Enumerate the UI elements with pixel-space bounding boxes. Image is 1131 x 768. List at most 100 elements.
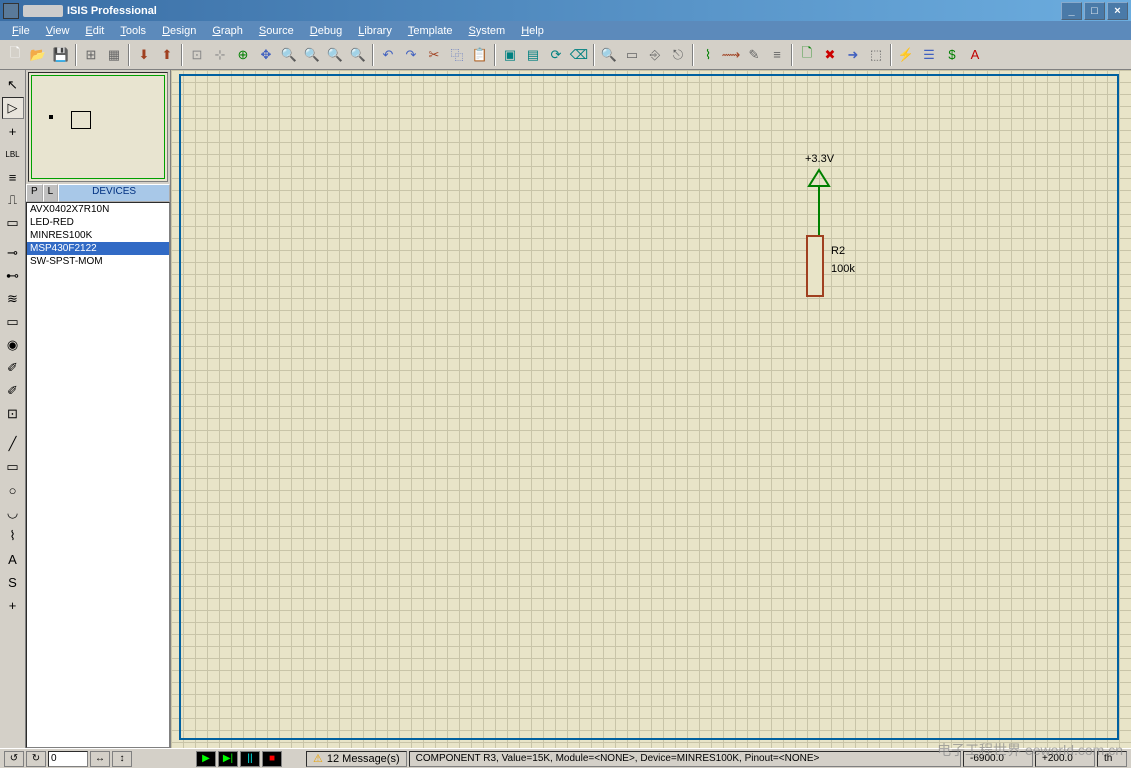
toolbar-bom-button[interactable]: $ [941, 44, 963, 66]
toolbar-zoomsel-button[interactable]: 🔍 [347, 44, 369, 66]
tool-subcircuit[interactable]: ▭ [2, 212, 24, 234]
tool-probe-v[interactable]: ✐ [2, 357, 24, 379]
toolbar-search-button[interactable]: ✎ [743, 44, 765, 66]
tool-arc[interactable]: ◡ [2, 502, 24, 524]
tool-textlabel[interactable]: A [2, 548, 24, 570]
tool-tape[interactable]: ▭ [2, 311, 24, 333]
toolbar-cut-button[interactable]: ✂ [423, 44, 445, 66]
tool-instrument[interactable]: ⊡ [2, 403, 24, 425]
tool-graph[interactable]: ≋ [2, 288, 24, 310]
flip-h-button[interactable]: ↔ [90, 751, 110, 767]
toolbar-import-button[interactable]: ⬇ [133, 44, 155, 66]
toolbar-delsheet-button[interactable]: ✖ [819, 44, 841, 66]
toolbar-undo-button[interactable]: ↶ [377, 44, 399, 66]
menu-source[interactable]: Source [251, 23, 302, 39]
toolbar-paste-button[interactable]: 📋 [469, 44, 491, 66]
toolbar-decompose-button[interactable]: ⎋ [667, 44, 689, 66]
tool-junction[interactable]: + [2, 120, 24, 142]
toolbar-blockrotate-button[interactable]: ⟳ [545, 44, 567, 66]
maximize-button[interactable]: □ [1084, 2, 1105, 20]
tool-select[interactable]: ↖ [2, 74, 24, 96]
toolbar-viewall-button[interactable]: ⊞ [80, 44, 102, 66]
menu-graph[interactable]: Graph [204, 23, 251, 39]
toolbar-gotosheet-button[interactable]: ➜ [842, 44, 864, 66]
tool-component[interactable]: ▷ [2, 97, 24, 119]
toolbar-zoomall-button[interactable]: 🔍 [324, 44, 346, 66]
toolbar-separator [181, 44, 183, 66]
toolbar-export-button[interactable]: ⬆ [156, 44, 178, 66]
pause-button[interactable]: || [240, 751, 260, 767]
toolbar-wire-button[interactable]: ⌇ [697, 44, 719, 66]
device-item[interactable]: AVX0402X7R10N [27, 203, 169, 216]
toolbar-zoomout-button[interactable]: 🔍 [301, 44, 323, 66]
toolbar-redo-button[interactable]: ↷ [400, 44, 422, 66]
menu-debug[interactable]: Debug [302, 23, 350, 39]
toolbar-zoomin-button[interactable]: 🔍 [278, 44, 300, 66]
tool-line[interactable]: ╱ [2, 433, 24, 455]
toolbar-prop-button[interactable]: ≡ [766, 44, 788, 66]
pick-button[interactable]: P [26, 184, 43, 202]
rotate-right-button[interactable]: ↻ [26, 751, 46, 767]
tool-symbol[interactable]: S [2, 571, 24, 593]
device-item[interactable]: MINRES100K [27, 229, 169, 242]
menu-file[interactable]: File [4, 23, 38, 39]
minimize-button[interactable]: _ [1061, 2, 1082, 20]
tool-terminal[interactable]: ⊸ [2, 242, 24, 264]
tool-path[interactable]: ⌇ [2, 525, 24, 547]
tool-box[interactable]: ▭ [2, 456, 24, 478]
tool-generator[interactable]: ◉ [2, 334, 24, 356]
tool-label[interactable]: LBL [2, 143, 24, 165]
menu-template[interactable]: Template [400, 23, 461, 39]
toolbar-blockdelete-button[interactable]: ⌫ [568, 44, 590, 66]
toolbar-zoompage-button[interactable]: ⬚ [865, 44, 887, 66]
menu-system[interactable]: System [461, 23, 514, 39]
close-button[interactable]: × [1107, 2, 1128, 20]
menu-design[interactable]: Design [154, 23, 204, 39]
toolbar-erc-button[interactable]: ⚡ [895, 44, 917, 66]
toolbar-pan-button[interactable]: ✥ [255, 44, 277, 66]
watermark: 电子工程世界 eeworld.com.cn [937, 740, 1123, 760]
messages-panel[interactable]: ⚠12 Message(s) [306, 751, 407, 767]
menu-library[interactable]: Library [350, 23, 400, 39]
toolbar-package-button[interactable]: ⎆ [644, 44, 666, 66]
toolbar-newsheet-button[interactable]: 🗋 [796, 44, 818, 66]
toolbar-make-button[interactable]: ▭ [621, 44, 643, 66]
toolbar-origin-button[interactable]: ⊕ [232, 44, 254, 66]
toolbar-pick-button[interactable]: 🔍 [598, 44, 620, 66]
menu-view[interactable]: View [38, 23, 78, 39]
overview-window[interactable] [28, 72, 168, 182]
stop-button[interactable]: ■ [262, 751, 282, 767]
tool-probe-i[interactable]: ✐ [2, 380, 24, 402]
tool-circle[interactable]: ○ [2, 479, 24, 501]
angle-input[interactable] [48, 751, 88, 767]
toolbar-autoroute-button[interactable]: ⟿ [720, 44, 742, 66]
schematic-canvas[interactable]: +3.3VR2100kP3.7P3.7R782KR647KR533KR422KR… [171, 70, 1131, 748]
toolbar-save-button[interactable]: 💾 [50, 44, 72, 66]
toolbar-copy-button[interactable]: ⿻ [446, 44, 468, 66]
device-list[interactable]: AVX0402X7R10NLED-REDMINRES100KMSP430F212… [26, 202, 170, 748]
tool-pin[interactable]: ⊷ [2, 265, 24, 287]
toolbar-blockmove-button[interactable]: ▤ [522, 44, 544, 66]
toolbar-blockcopy-button[interactable]: ▣ [499, 44, 521, 66]
flip-v-button[interactable]: ↕ [112, 751, 132, 767]
menu-edit[interactable]: Edit [77, 23, 112, 39]
toolbar-region-button[interactable]: ▦ [103, 44, 125, 66]
tool-bus[interactable]: ⎍ [2, 189, 24, 211]
toolbar-netlist-button[interactable]: ☰ [918, 44, 940, 66]
step-button[interactable]: ▶| [218, 751, 238, 767]
toolbar-snap-button[interactable]: ⊹ [209, 44, 231, 66]
library-button[interactable]: L [43, 184, 59, 202]
toolbar-open-button[interactable]: 📂 [27, 44, 49, 66]
play-button[interactable]: ▶ [196, 751, 216, 767]
tool-text[interactable]: ≡ [2, 166, 24, 188]
menu-help[interactable]: Help [513, 23, 552, 39]
device-item[interactable]: MSP430F2122 [27, 242, 169, 255]
toolbar-new-button[interactable]: 🗋 [4, 44, 26, 66]
menu-tools[interactable]: Tools [112, 23, 154, 39]
device-item[interactable]: LED-RED [27, 216, 169, 229]
toolbar-ares-button[interactable]: A [964, 44, 986, 66]
device-item[interactable]: SW-SPST-MOM [27, 255, 169, 268]
tool-marker[interactable]: + [2, 594, 24, 616]
toolbar-grid-button[interactable]: ⊡ [186, 44, 208, 66]
rotate-left-button[interactable]: ↺ [4, 751, 24, 767]
